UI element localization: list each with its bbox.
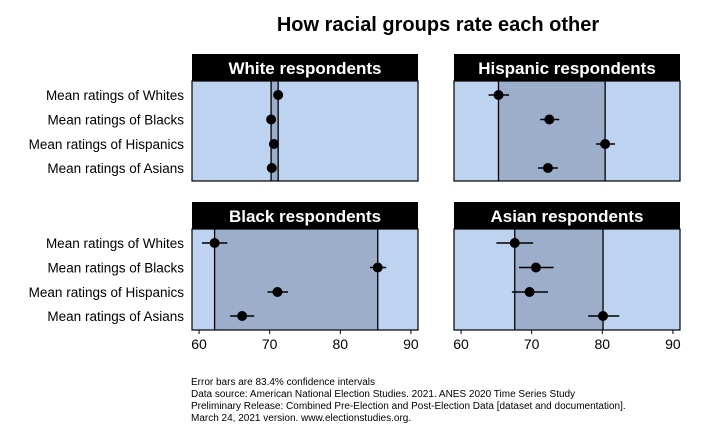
x-tick-label: 60	[191, 336, 207, 352]
row-label: Mean ratings of Whites	[46, 236, 184, 251]
row-label: Mean ratings of Hispanics	[29, 137, 185, 152]
panel: Black respondents	[191, 202, 419, 331]
row-label: Mean ratings of Hispanics	[29, 285, 185, 300]
data-point	[544, 114, 555, 125]
footnote: Error bars are 83.4% confidence interval…	[191, 377, 626, 424]
footnote-line: March 24, 2021 version. www.electionstud…	[191, 413, 411, 424]
x-tick-label: 80	[595, 336, 611, 352]
data-point	[598, 311, 609, 321]
x-axes: 60 70 80 90 60 70 80 90	[191, 330, 681, 352]
data-point	[600, 139, 611, 149]
data-point	[268, 139, 279, 149]
panel-header	[454, 54, 680, 81]
panel-title: White respondents	[228, 59, 381, 78]
x-tick-label: 80	[333, 336, 349, 352]
x-tick-label: 60	[453, 336, 469, 352]
data-point	[509, 238, 520, 248]
data-point	[266, 163, 277, 173]
range-band	[271, 81, 279, 181]
data-point	[524, 287, 535, 297]
row-label: Mean ratings of Blacks	[47, 261, 184, 276]
row-label: Mean ratings of Blacks	[47, 113, 184, 128]
footnote-line: Data source: American National Election …	[191, 389, 575, 400]
panels: White respondents Hispanic respondents Bla…	[191, 54, 681, 331]
data-point	[493, 90, 504, 100]
data-point	[273, 90, 284, 100]
panel-title: Hispanic respondents	[478, 59, 656, 78]
panel-title: Asian respondents	[490, 207, 643, 226]
data-point	[542, 163, 553, 173]
panel-background	[192, 81, 418, 181]
panel: Hispanic respondents	[453, 54, 681, 182]
row-labels: Mean ratings of Whites Mean ratings of Bl…	[29, 88, 185, 324]
panel-border	[453, 80, 681, 182]
panel-border	[191, 228, 419, 331]
footnote-line: Error bars are 83.4% confidence interval…	[191, 377, 375, 388]
range-band	[498, 81, 606, 181]
data-point	[530, 262, 541, 273]
panel: Asian respondents	[453, 202, 681, 331]
data-point	[372, 262, 383, 273]
data-point	[237, 311, 248, 321]
x-tick-label: 90	[665, 336, 681, 352]
panel-border	[453, 228, 681, 331]
panel-border	[191, 80, 419, 182]
data-point	[209, 238, 220, 248]
row-label: Mean ratings of Whites	[46, 88, 184, 103]
panel: White respondents	[191, 54, 419, 182]
data-point	[272, 287, 283, 297]
panel-header	[192, 54, 418, 81]
row-label: Mean ratings of Asians	[47, 309, 184, 324]
chart-title: How racial groups rate each other	[277, 14, 600, 36]
range-band	[514, 229, 604, 330]
row-label: Mean ratings of Asians	[47, 161, 184, 176]
x-tick-label: 90	[403, 336, 419, 352]
panel-header	[192, 202, 418, 229]
data-point	[266, 114, 277, 125]
panel-header	[454, 202, 680, 229]
panel-title: Black respondents	[229, 207, 381, 226]
x-tick-label: 70	[262, 336, 278, 352]
x-tick-label: 70	[524, 336, 540, 352]
footnote-line: Preliminary Release: Combined Pre-Electi…	[191, 401, 626, 412]
